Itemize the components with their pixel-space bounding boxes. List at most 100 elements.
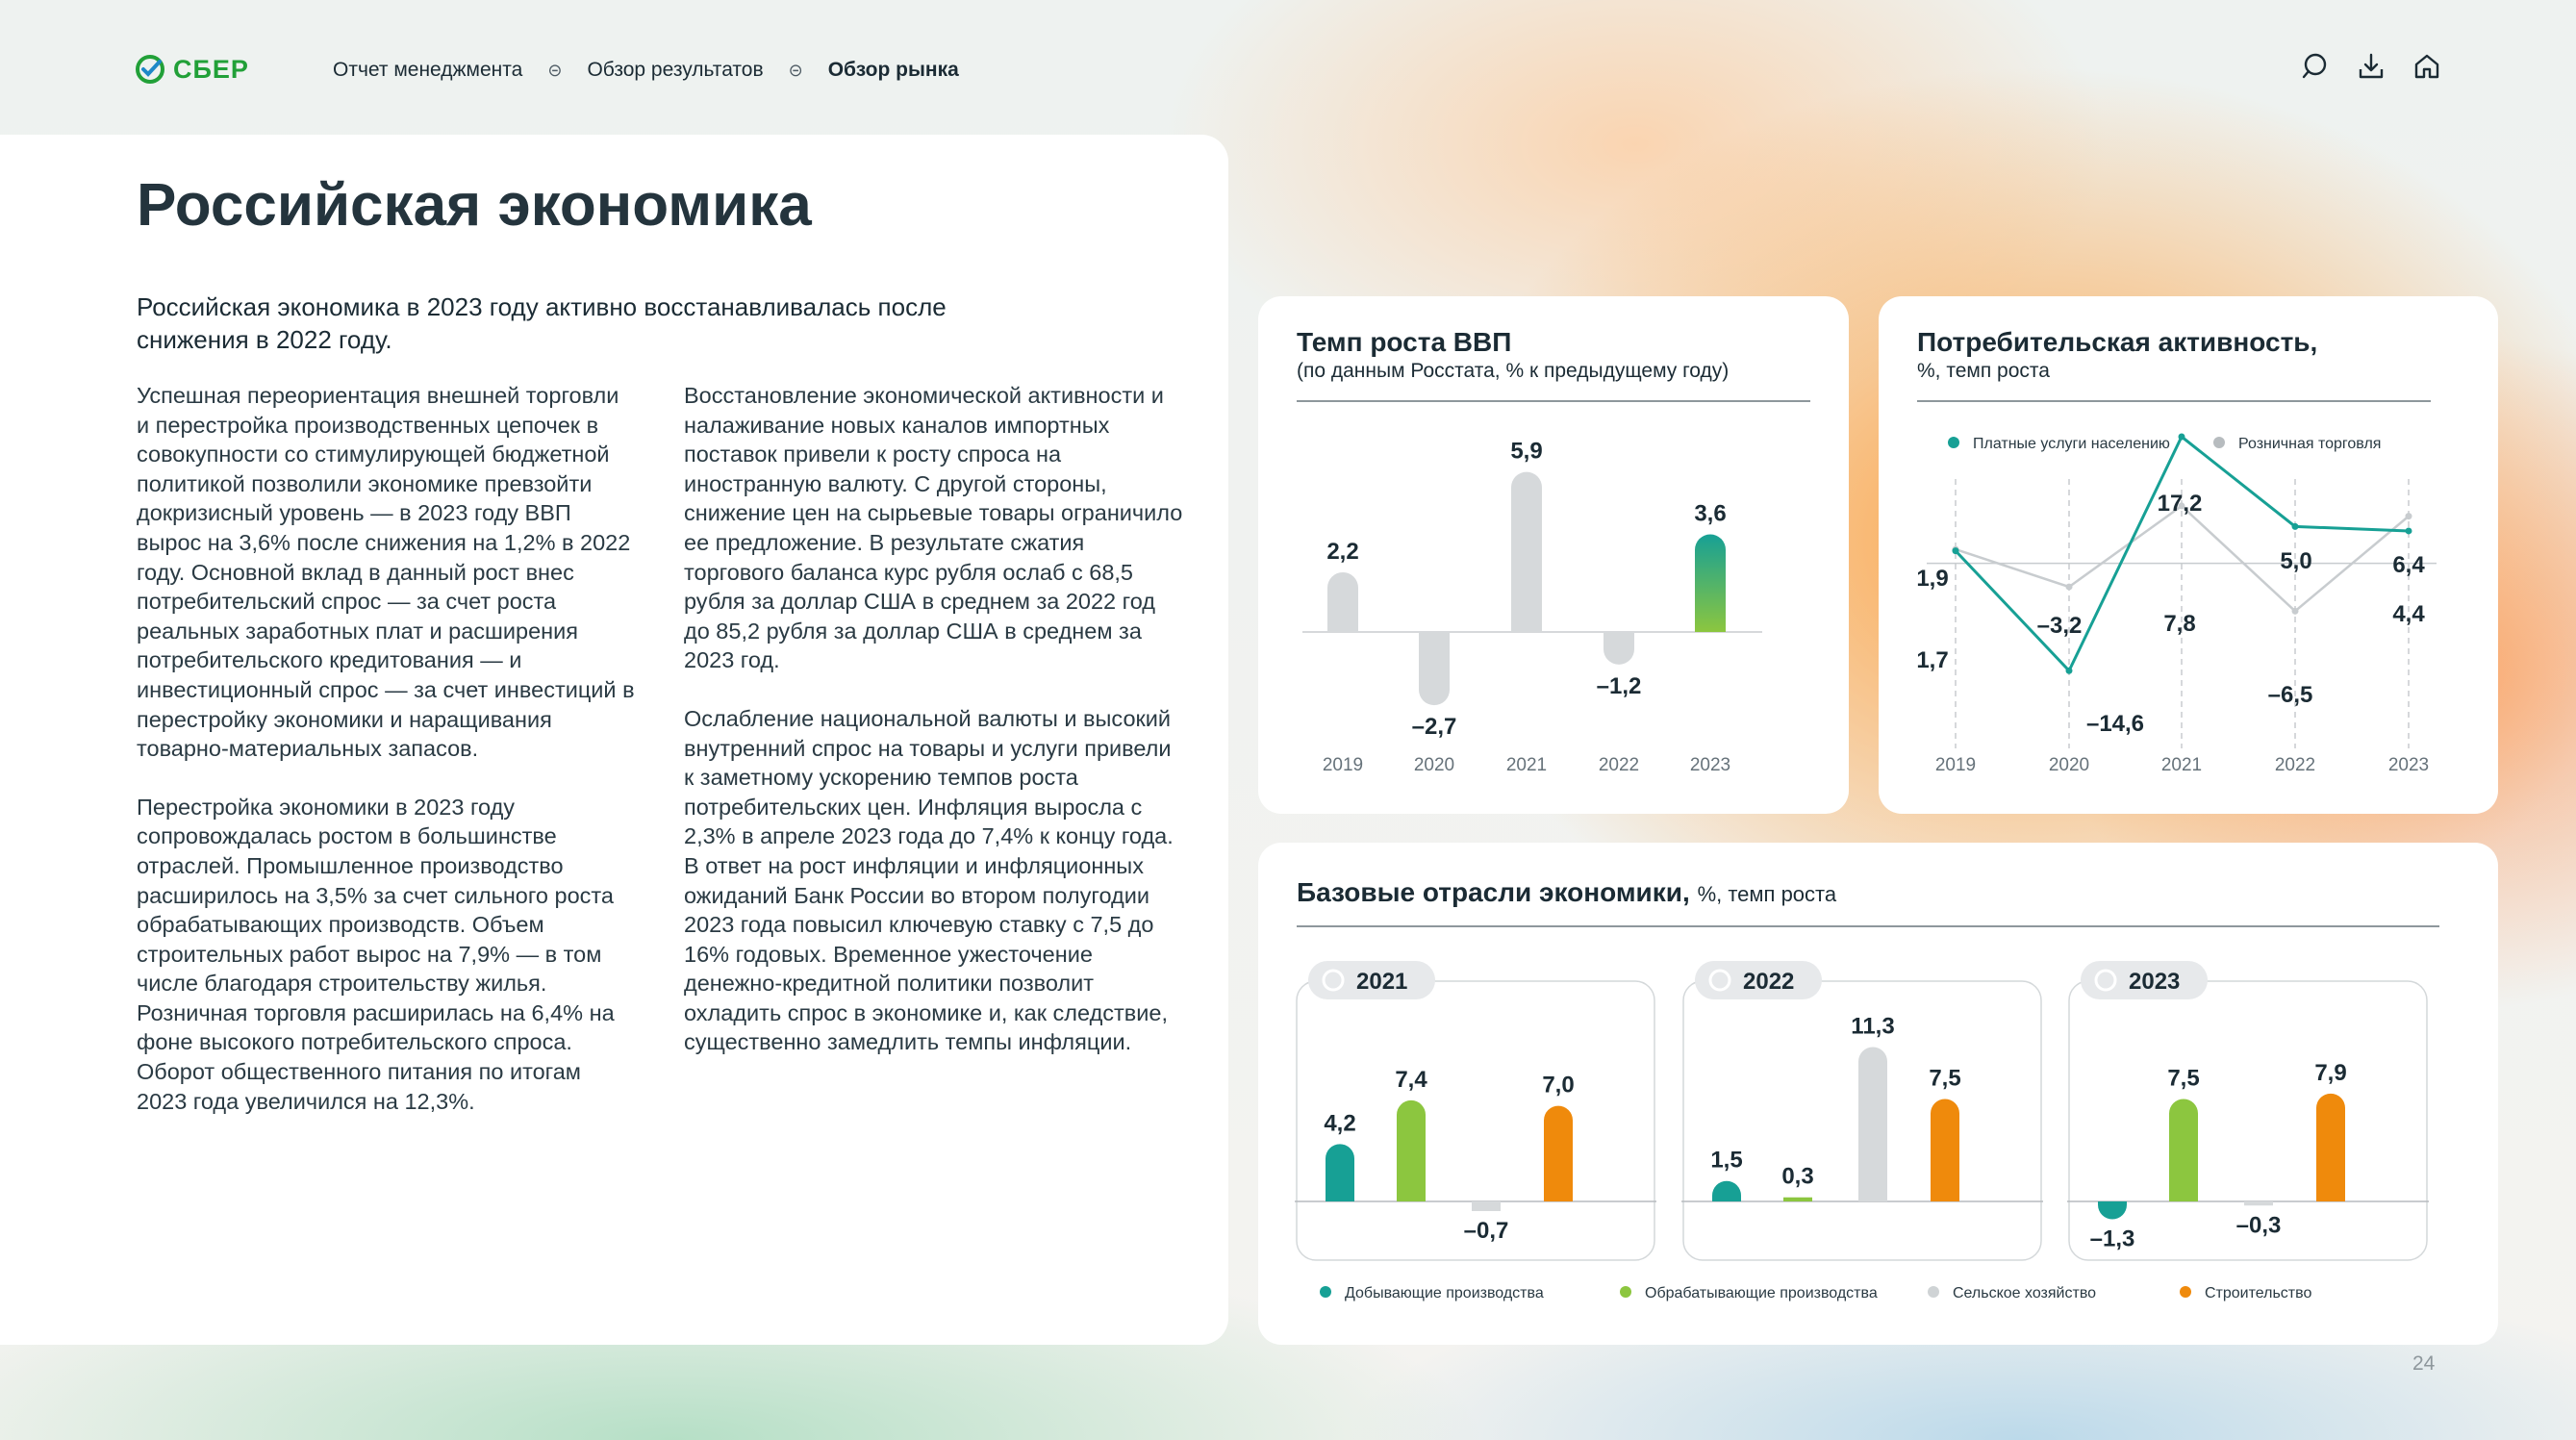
- x-tick-label: 2020: [2049, 755, 2089, 775]
- gdp-value-label-2023: 3,6: [1694, 500, 1726, 526]
- x-tick-label: 2022: [1599, 755, 1639, 775]
- nav-item-market-overview[interactable]: Обзор рынка: [827, 59, 959, 81]
- gdp-value-label-2019: 2,2: [1326, 539, 1358, 565]
- series-point: [2405, 527, 2412, 535]
- series-point: [2291, 607, 2299, 615]
- base-industries-card: Базовые отрасли экономики, %, темп роста…: [1258, 843, 2498, 1345]
- year-badge: [1695, 961, 1822, 999]
- chart-subtitle: %, темп роста: [1697, 882, 1837, 906]
- gdp-growth-chart: 2,2 2019 –2,7 2020 5,9 2021 –1,2 2022 3,6 2023: [1302, 439, 1762, 775]
- paid-services-value-label: 5,0: [2280, 548, 2311, 574]
- industry-bar: [1472, 1201, 1501, 1211]
- industry-bar: [1783, 1197, 1812, 1201]
- chart-title: Темп роста ВВП: [1297, 327, 1512, 357]
- industry-bar: [1858, 1047, 1887, 1201]
- paragraph: Перестройка экономики в 2023 году сопров…: [137, 794, 615, 1114]
- paid-services-value-label: –14,6: [2086, 711, 2144, 737]
- clock-icon: [1708, 969, 1731, 992]
- industry-value-label: –0,7: [1464, 1218, 1509, 1244]
- industry-bar: [1326, 1144, 1354, 1201]
- home-icon[interactable]: [2412, 52, 2441, 81]
- consumer-activity-card: Потребительская активность, %, темп рост…: [1879, 296, 2498, 814]
- clock-icon: [2094, 969, 2117, 992]
- chart-title: Потребительская активность,: [1917, 327, 2318, 357]
- page-title: Российская экономика: [137, 172, 812, 239]
- paid-services-value-label: 4,4: [2392, 601, 2425, 627]
- text-column-left: Успешная переориентация внешней торговли…: [137, 381, 637, 1145]
- arrow-right-icon: ⊝: [788, 60, 803, 80]
- legend-label: Сельское хозяйство: [1953, 1285, 2096, 1301]
- x-tick-label: 2019: [1323, 755, 1363, 775]
- nav-item-results-overview[interactable]: Обзор результатов: [587, 59, 764, 81]
- top-bar: СБЕР Отчет менеджмента ⊝ Обзор результат…: [0, 0, 2576, 135]
- industry-value-label: 0,3: [1781, 1164, 1813, 1190]
- gdp-value-label-2020: –2,7: [1412, 714, 1457, 740]
- chart-title: Базовые отрасли экономики,: [1297, 877, 1690, 907]
- industry-value-label: 7,0: [1542, 1073, 1574, 1099]
- brand-name: СБЕР: [173, 54, 249, 84]
- series-point: [2405, 513, 2412, 520]
- year-badge-label: 2022: [1743, 969, 1794, 995]
- industry-bar: [1544, 1105, 1573, 1201]
- series-point: [2178, 433, 2185, 441]
- x-tick-label: 2019: [1935, 755, 1976, 775]
- industry-value-label: 7,4: [1395, 1067, 1427, 1093]
- gdp-value-label-2021: 5,9: [1510, 439, 1542, 465]
- divider: [1297, 925, 2439, 927]
- retail-value-label: –6,5: [2268, 682, 2313, 708]
- legend-label: Розничная торговля: [2238, 436, 2381, 452]
- industry-value-label: 7,5: [2167, 1066, 2199, 1092]
- search-icon[interactable]: [2301, 52, 2330, 81]
- retail-value-label: 6,4: [2392, 552, 2425, 578]
- legend-label: Строительство: [2205, 1285, 2311, 1301]
- gdp-bar-2022: [1604, 632, 1634, 665]
- legend-marker: [2180, 1286, 2191, 1298]
- industry-value-label: 7,5: [1929, 1066, 1960, 1092]
- legend-marker: [2213, 437, 2225, 448]
- industry-bar: [1931, 1099, 1959, 1201]
- text-panel: Российская экономика Российская экономик…: [0, 135, 1228, 1345]
- clock-icon: [1322, 969, 1345, 992]
- base-industries-chart: 2021 4,2 7,4 –0,7 7,0 2022 1,5 0,3 11,3 7,5 2023 –1…: [1295, 961, 2429, 1301]
- sber-logo[interactable]: СБЕР: [135, 54, 249, 85]
- legend-label: Платные услуги населению: [1973, 436, 2170, 452]
- year-badge: [1308, 961, 1435, 999]
- chart-subtitle: %, темп роста: [1917, 360, 2050, 382]
- retail-value-label: 1,9: [1916, 566, 1948, 592]
- x-tick-label: 2021: [2161, 755, 2202, 775]
- retail-value-label: –3,2: [2037, 613, 2083, 639]
- industry-bar: [1397, 1099, 1426, 1201]
- nav-item-management-report[interactable]: Отчет менеджмента: [333, 59, 523, 81]
- series-point: [2178, 502, 2185, 510]
- text-column-right: Восстановление экономической активности …: [684, 381, 1184, 1086]
- series-point: [1952, 547, 1959, 555]
- retail-value-label: 7,8: [2163, 611, 2195, 637]
- paragraph: Восстановление экономической активности …: [684, 383, 1183, 673]
- paragraph: Успешная переориентация внешней торговли…: [137, 383, 635, 762]
- industry-bar: [2098, 1201, 2127, 1220]
- download-icon[interactable]: [2357, 52, 2386, 81]
- year-badge-label: 2023: [2129, 969, 2180, 995]
- legend-marker: [1928, 1286, 1939, 1298]
- legend-marker: [1948, 437, 1959, 448]
- breadcrumb: Отчет менеджмента ⊝ Обзор результатов ⊝ …: [333, 59, 959, 82]
- consumer-activity-chart: Платные услуги населению Розничная торгов…: [1916, 433, 2437, 775]
- industry-bar: [2244, 1201, 2273, 1206]
- gdp-bar-2019: [1327, 571, 1358, 632]
- legend-marker: [1320, 1286, 1331, 1298]
- legend-marker: [1620, 1286, 1631, 1298]
- paid-services-value-label: 17,2: [2158, 491, 2203, 517]
- divider: [1917, 400, 2431, 402]
- x-tick-label: 2021: [1506, 755, 1547, 775]
- paragraph: Ослабление национальной валюты и высокий…: [684, 705, 1174, 1055]
- gdp-bar-2020: [1419, 632, 1450, 706]
- industry-bar: [2169, 1099, 2198, 1201]
- series-point: [2065, 583, 2073, 591]
- x-tick-label: 2023: [1690, 755, 1730, 775]
- arrow-right-icon: ⊝: [547, 60, 563, 80]
- x-tick-label: 2023: [2388, 755, 2429, 775]
- series-point: [2065, 667, 2073, 674]
- industry-value-label: 1,5: [1710, 1148, 1742, 1174]
- legend-label: Добывающие производства: [1345, 1285, 1544, 1301]
- industry-bar: [2316, 1093, 2345, 1201]
